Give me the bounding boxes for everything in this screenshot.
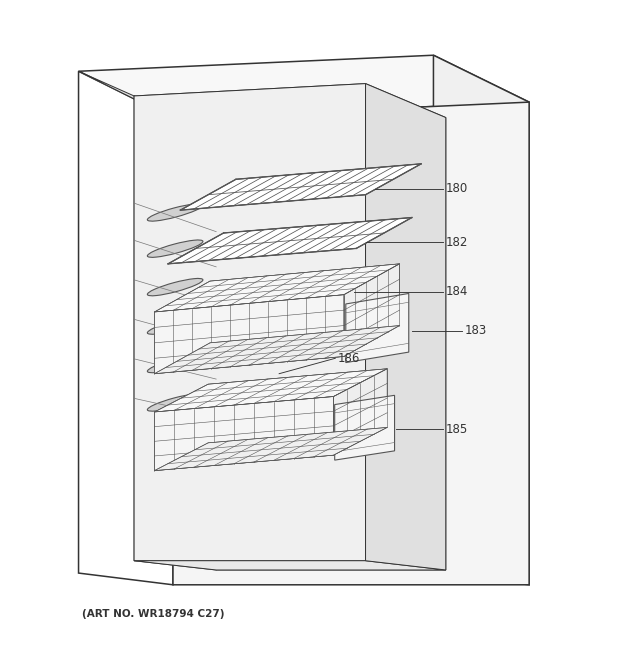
Polygon shape [154,295,344,373]
Polygon shape [216,118,446,570]
Polygon shape [180,164,421,210]
Polygon shape [334,369,387,455]
Ellipse shape [148,356,203,373]
Polygon shape [154,384,208,471]
Polygon shape [134,561,446,570]
Polygon shape [208,369,387,443]
Polygon shape [154,428,387,471]
Text: 182: 182 [446,236,468,249]
Polygon shape [173,102,529,585]
Ellipse shape [148,394,203,411]
Polygon shape [154,369,387,412]
Polygon shape [134,83,366,561]
Text: 180: 180 [446,182,468,195]
Text: (ART NO. WR18794 C27): (ART NO. WR18794 C27) [82,609,224,619]
Polygon shape [335,395,394,460]
Polygon shape [344,264,399,356]
Text: eReplacementParts.com: eReplacementParts.com [198,288,335,299]
Ellipse shape [148,317,203,334]
Polygon shape [154,281,210,373]
Text: 185: 185 [446,423,468,436]
Polygon shape [433,56,529,585]
Polygon shape [79,56,529,118]
Polygon shape [79,71,173,585]
Text: 184: 184 [446,285,468,298]
Ellipse shape [148,278,203,295]
Ellipse shape [148,240,203,257]
Polygon shape [134,83,446,130]
Text: 186: 186 [338,352,360,365]
Polygon shape [346,293,409,363]
Text: 183: 183 [464,324,487,337]
Ellipse shape [148,204,203,221]
Polygon shape [154,397,334,471]
Polygon shape [366,83,446,570]
Polygon shape [210,264,399,343]
Polygon shape [168,217,412,264]
Polygon shape [134,96,216,570]
Polygon shape [79,71,216,130]
Polygon shape [154,264,399,312]
Polygon shape [154,326,399,373]
